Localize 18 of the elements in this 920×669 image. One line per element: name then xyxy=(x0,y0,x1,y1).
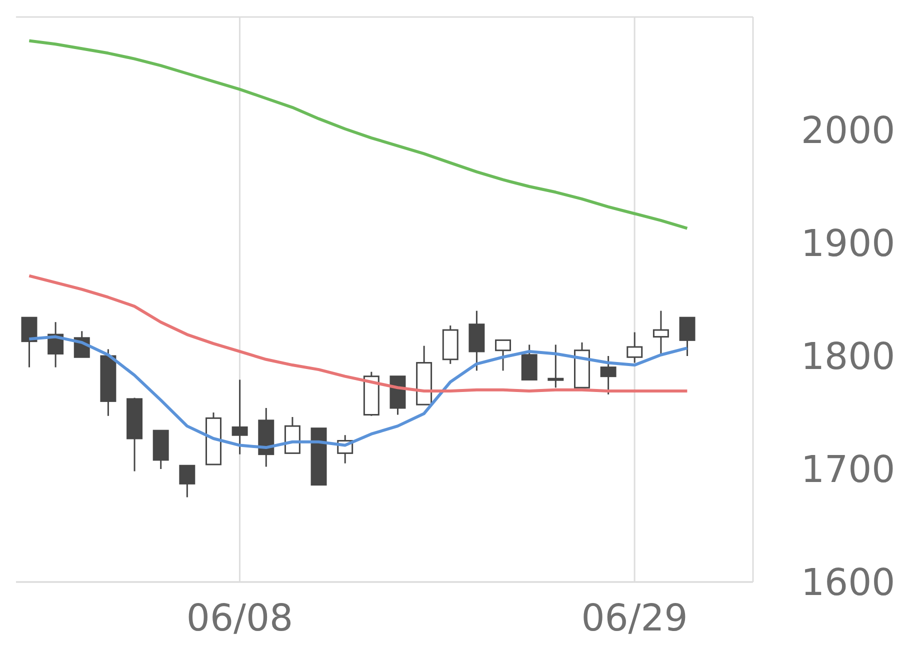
line-series xyxy=(28,274,689,393)
y-tick-label: 1600 xyxy=(801,561,896,604)
candlestick xyxy=(626,332,643,364)
x-tick-label: 06/08 xyxy=(186,596,294,640)
y-tick-label: 1900 xyxy=(801,222,896,266)
candlestick xyxy=(179,464,196,498)
y-tick-label: 1700 xyxy=(801,448,896,492)
y-tick-label: 2000 xyxy=(801,109,896,152)
x-tick-label: 06/29 xyxy=(581,596,688,640)
candlestick xyxy=(548,344,564,388)
candlestick xyxy=(232,378,248,456)
candlestick xyxy=(21,316,38,368)
candlestick xyxy=(600,355,616,396)
candlestick xyxy=(652,310,669,354)
line-series xyxy=(28,39,689,230)
candlestick xyxy=(679,316,696,357)
candlestick xyxy=(495,339,512,372)
y-tick-label: 1800 xyxy=(801,335,896,378)
